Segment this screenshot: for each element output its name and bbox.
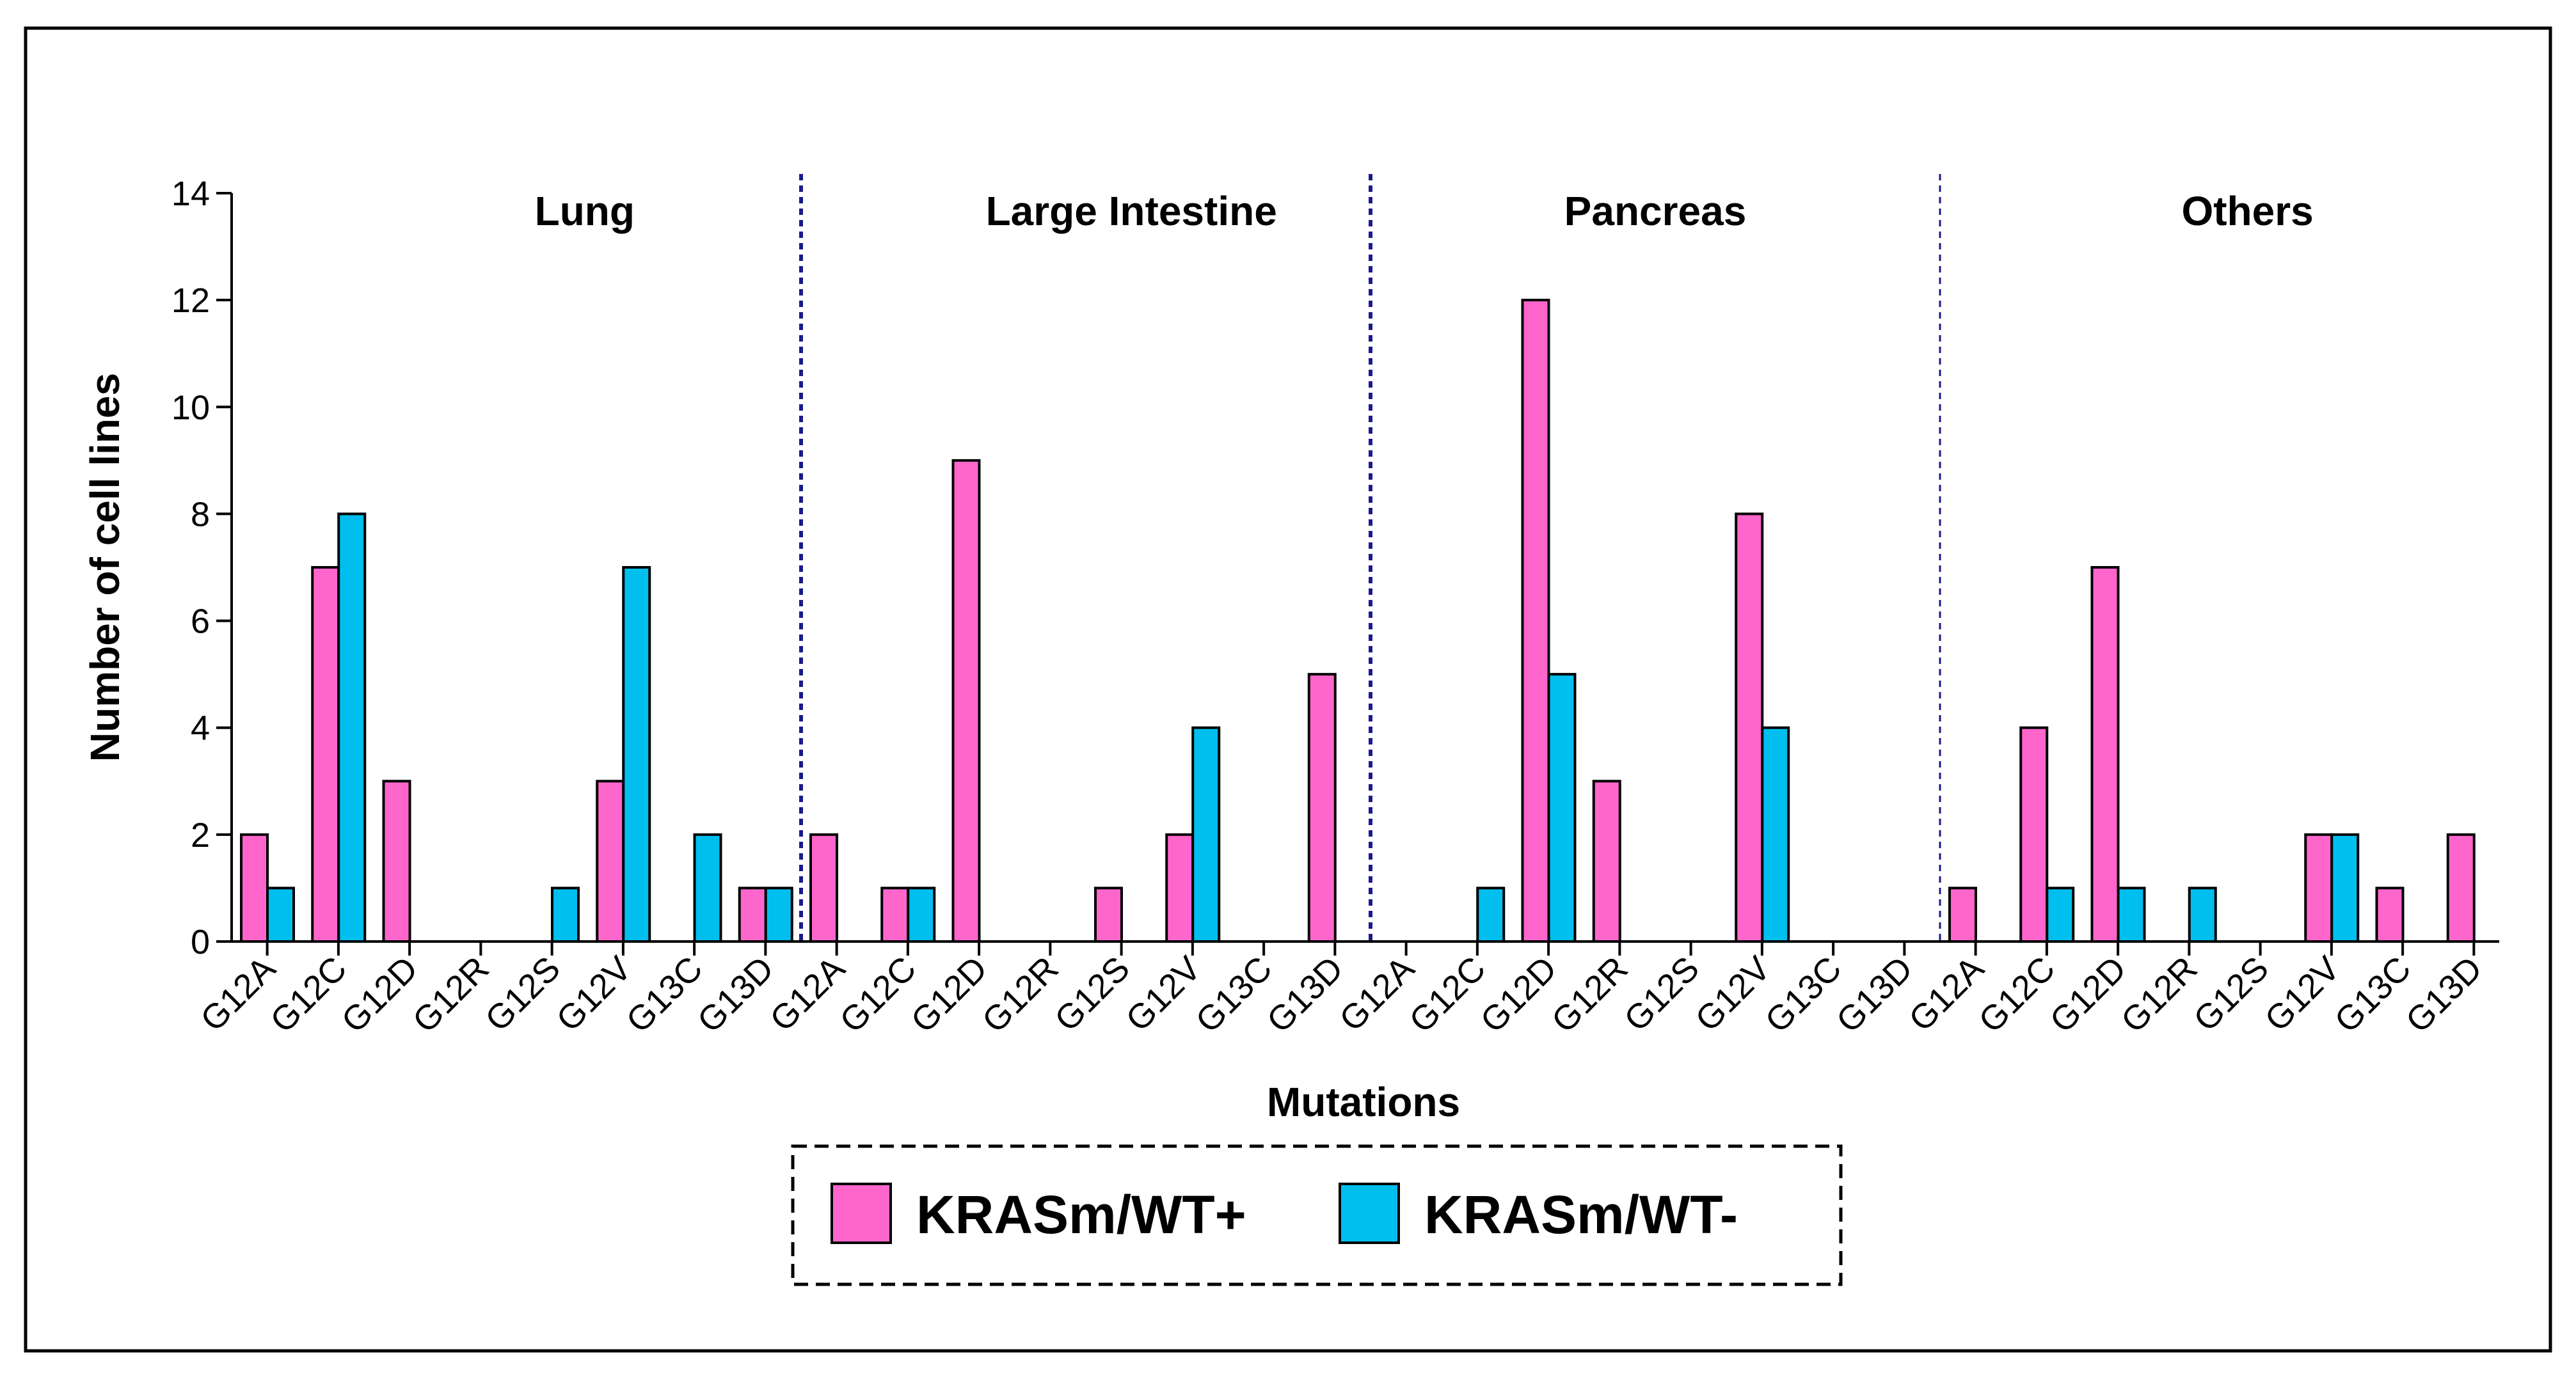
group-dividers (799, 174, 1941, 942)
bar (1307, 673, 1337, 943)
x-axis-title: Mutations (1267, 1079, 1460, 1125)
bar (764, 886, 793, 943)
y-tick-label: 8 (191, 495, 210, 533)
bar (1521, 299, 1550, 943)
y-axis-title: Number of cell lines (82, 373, 128, 762)
bar (551, 886, 580, 943)
group-labels: Lung Large Intestine Pancreas Others (535, 188, 2314, 234)
bar (2330, 833, 2360, 943)
y-tick-label: 4 (191, 709, 210, 748)
bar (951, 459, 981, 943)
group-label: Lung (535, 188, 635, 234)
group-label: Others (2181, 188, 2313, 234)
bar (880, 886, 910, 943)
bar (1547, 673, 1577, 943)
bar (907, 886, 936, 943)
bar (738, 886, 767, 943)
y-tick-label: 2 (191, 816, 210, 855)
legend-swatch-pos (831, 1183, 892, 1244)
bar (2188, 886, 2217, 943)
bar (240, 833, 269, 943)
legend-label-pos: KRASm/WT+ (916, 1185, 1246, 1245)
bar (2375, 886, 2405, 943)
bar (2046, 886, 2075, 943)
bar (1735, 512, 1764, 943)
bar (1094, 886, 1123, 943)
group-label: Large Intestine (986, 188, 1277, 234)
bar (809, 833, 838, 943)
bar (337, 512, 367, 943)
bar (311, 566, 340, 943)
legend-box (791, 1144, 1843, 1286)
y-tick-label: 10 (171, 388, 210, 427)
bars (240, 299, 2476, 943)
bar (1191, 726, 1221, 943)
bar (1165, 833, 1195, 943)
bar (1948, 886, 1977, 943)
bar (1761, 726, 1790, 943)
y-tick-label: 14 (171, 175, 210, 213)
bar (693, 833, 722, 943)
y-tick-label: 0 (191, 923, 210, 961)
bar (382, 780, 411, 943)
bar (2117, 886, 2146, 943)
y-tick-label: 12 (171, 281, 210, 320)
bar (1592, 780, 1621, 943)
bar (266, 886, 295, 943)
bar (596, 780, 625, 943)
y-ticks: 0 2 4 6 8 10 12 14 (171, 175, 232, 961)
bar (2019, 726, 2049, 943)
figure-frame (24, 26, 2552, 1353)
bar (2304, 833, 2334, 943)
bar (2090, 566, 2120, 943)
group-label: Pancreas (1564, 188, 1747, 234)
bar (1476, 886, 1506, 943)
legend: KRASm/WT+ KRASm/WT- (791, 1144, 1843, 1286)
axes (230, 193, 2499, 943)
legend-swatch-neg (1339, 1183, 1400, 1244)
bar (622, 566, 651, 943)
legend-label-neg: KRASm/WT- (1424, 1185, 1738, 1245)
bar (2446, 833, 2476, 943)
y-tick-label: 6 (191, 603, 210, 641)
